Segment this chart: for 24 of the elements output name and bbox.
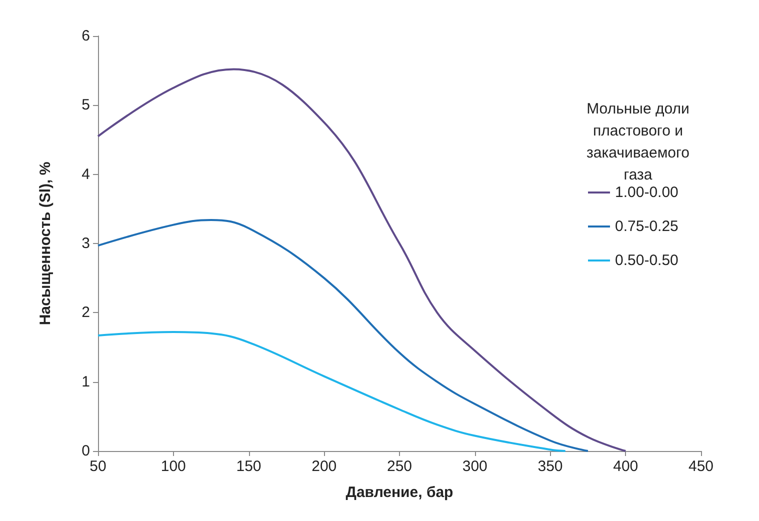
x-tick-label: 250 [386, 458, 412, 475]
y-tick-label: 0 [82, 442, 90, 460]
x-tick-label: 50 [90, 458, 106, 475]
x-tick-label: 450 [688, 458, 714, 475]
x-axis-title: Давление, бар [346, 484, 454, 501]
y-tick-label: 2 [82, 304, 90, 322]
x-tick-label: 200 [312, 458, 337, 475]
line-series [97, 218, 589, 452]
y-tick-label: 1 [82, 373, 90, 390]
y-tick-label: 4 [82, 166, 90, 183]
x-tick-label: 100 [160, 458, 186, 475]
legend-title: Мольные доли пластового и закачиваемого газа [586, 100, 690, 184]
x-tick-label: 350 [538, 458, 563, 475]
x-tick-label: 400 [613, 458, 638, 475]
y-axis-title: Насыщенность (Sl), % [37, 162, 54, 326]
y-tick-label: 5 [82, 96, 90, 114]
legend-label: 0.75-0.25 [615, 218, 678, 235]
line-series [97, 331, 566, 452]
x-tick-label: 150 [236, 458, 262, 475]
legend-label: 0.50-0.50 [615, 252, 678, 269]
y-tick-label: 6 [82, 28, 90, 44]
legend-label: 1.00-0.00 [615, 184, 678, 201]
x-tick-label: 300 [462, 458, 488, 475]
y-tick-label: 3 [82, 235, 90, 252]
